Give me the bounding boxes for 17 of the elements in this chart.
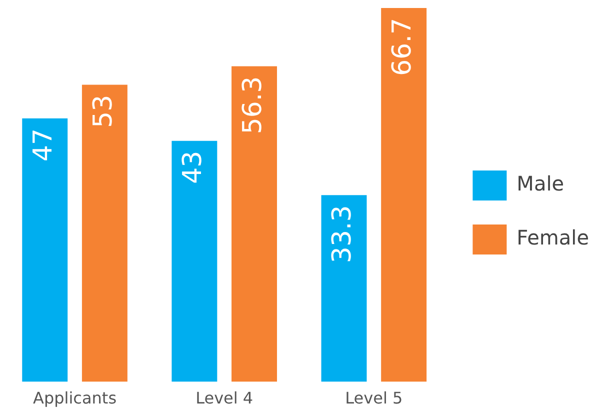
x-tick-label: Applicants xyxy=(33,388,117,408)
bar xyxy=(321,195,367,382)
bar xyxy=(232,66,277,382)
data-label: 56.3 xyxy=(238,76,268,134)
bar xyxy=(172,140,218,382)
data-label: 53 xyxy=(88,94,118,128)
data-label: 33.3 xyxy=(328,205,358,264)
legend-label: Female xyxy=(516,226,590,250)
x-tick-label: Level 4 xyxy=(196,388,254,408)
data-label: 47 xyxy=(28,128,59,162)
data-label: 43 xyxy=(178,150,208,184)
bar xyxy=(22,118,68,382)
legend-label: Male xyxy=(516,172,564,196)
bar xyxy=(82,84,128,382)
bar xyxy=(381,8,427,382)
x-tick-label: Level 5 xyxy=(345,388,403,408)
data-label: 66.7 xyxy=(388,18,418,76)
